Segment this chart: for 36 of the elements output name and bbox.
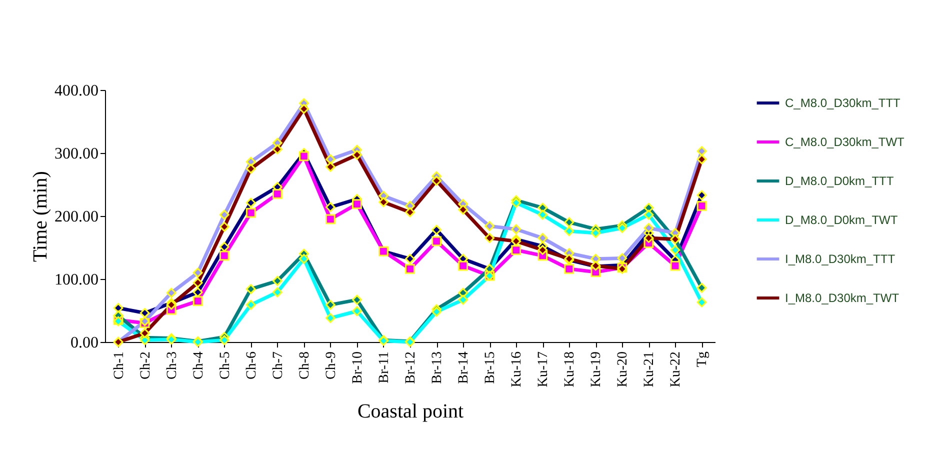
- legend-label: D_M8.0_D0km_TWT: [785, 213, 898, 227]
- x-tick-label: Ku-19: [589, 352, 604, 388]
- x-tick-label: Br-11: [376, 352, 392, 384]
- x-axis-title: Coastal point: [357, 400, 464, 422]
- legend-label: I_M8.0_D30km_TWT: [785, 291, 900, 305]
- legend-label: C_M8.0_D30km_TTT: [785, 96, 902, 110]
- x-tick-label: Tg: [695, 352, 710, 368]
- x-tick-label: Ch-4: [191, 352, 206, 380]
- x-tick-label: Ku-18: [562, 352, 578, 388]
- x-tick-label: Ch-1: [112, 352, 127, 380]
- legend-label: I_M8.0_D30km_TTT: [785, 252, 896, 266]
- x-tick-label: Br-14: [456, 352, 472, 384]
- x-tick-label: Ku-17: [536, 352, 552, 388]
- y-tick-label: 300.00: [54, 146, 98, 162]
- x-tick-label: Ch-2: [138, 352, 154, 380]
- legend-label: C_M8.0_D30km_TWT: [785, 135, 906, 149]
- x-tick-label: Br-15: [483, 352, 498, 384]
- x-tick-label: Ch-3: [164, 352, 180, 380]
- x-tick-label: Ch-8: [297, 352, 312, 380]
- y-axis-title: Time (min): [30, 171, 52, 262]
- x-tick-label: Ch-9: [324, 352, 339, 380]
- x-tick-label: Ku-20: [616, 352, 631, 388]
- x-tick-label: Br-12: [404, 352, 418, 384]
- x-tick-label: Ku-22: [668, 352, 684, 388]
- x-tick-label: Ku-21: [642, 352, 658, 388]
- x-tick-label: Br-10: [350, 352, 366, 384]
- x-tick-label: Ch-6: [244, 352, 260, 380]
- x-tick-label: Ch-5: [218, 352, 233, 380]
- x-tick-label: Ch-7: [270, 352, 286, 380]
- y-tick-label: 200.00: [54, 208, 98, 226]
- x-tick-label: Ku-16: [510, 352, 525, 388]
- x-tick-label: Br-13: [430, 352, 446, 384]
- legend-label: D_M8.0_D0km_TTT: [785, 174, 894, 188]
- y-tick-label: 0.00: [70, 334, 98, 352]
- y-tick-label: 100.00: [54, 272, 98, 288]
- y-tick-label: 400.00: [54, 82, 98, 100]
